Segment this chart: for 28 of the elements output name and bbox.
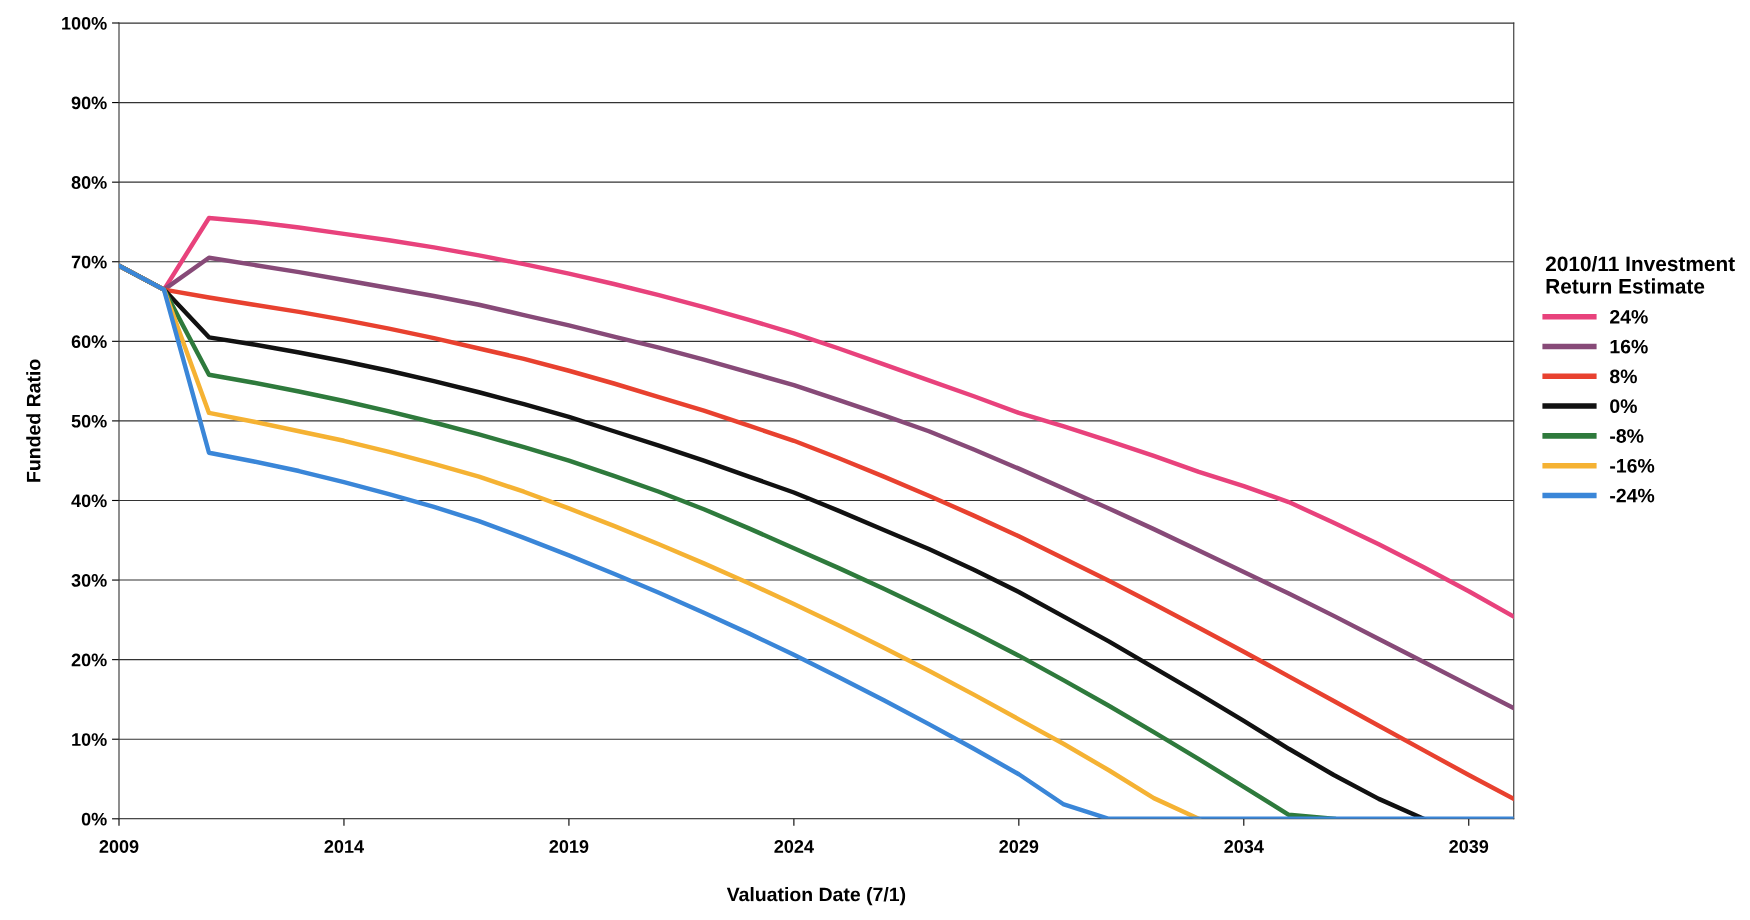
y-tick-label: 20% <box>71 653 107 667</box>
legend-label: -8% <box>1610 429 1644 443</box>
y-tick-label: 70% <box>71 255 107 269</box>
y-tick-label: 50% <box>71 414 107 428</box>
x-tick-label: 2009 <box>99 840 139 853</box>
legend-label: 16% <box>1610 339 1648 354</box>
legend-label: -24% <box>1610 488 1655 503</box>
y-tick-label: 60% <box>71 335 107 349</box>
y-axis-title: Funded Ratio <box>26 359 41 482</box>
y-tick-label: 30% <box>71 573 107 587</box>
y-tick-label: 90% <box>71 96 107 110</box>
x-tick-label: 2019 <box>549 840 589 853</box>
x-tick-label: 2014 <box>324 840 364 853</box>
legend-label: 8% <box>1609 369 1637 384</box>
y-tick-label: 100% <box>62 16 107 30</box>
legend-title: 2010/11 Investment Return Estimate <box>1545 255 1735 294</box>
x-tick-label: 2034 <box>1224 840 1264 853</box>
y-tick-label: 0% <box>81 812 107 826</box>
y-tick-label: 40% <box>71 494 107 508</box>
legend-label: -16% <box>1610 458 1655 473</box>
x-tick-label: 2039 <box>1449 840 1489 853</box>
legend-label: 0% <box>1610 399 1637 414</box>
legend-label: 24% <box>1610 309 1648 324</box>
x-tick-label: 2029 <box>999 840 1039 853</box>
x-axis-title: Valuation Date (7/1) <box>726 887 906 906</box>
x-tick-label: 2024 <box>774 840 814 853</box>
y-tick-label: 80% <box>71 176 107 189</box>
y-tick-label: 10% <box>72 733 107 746</box>
